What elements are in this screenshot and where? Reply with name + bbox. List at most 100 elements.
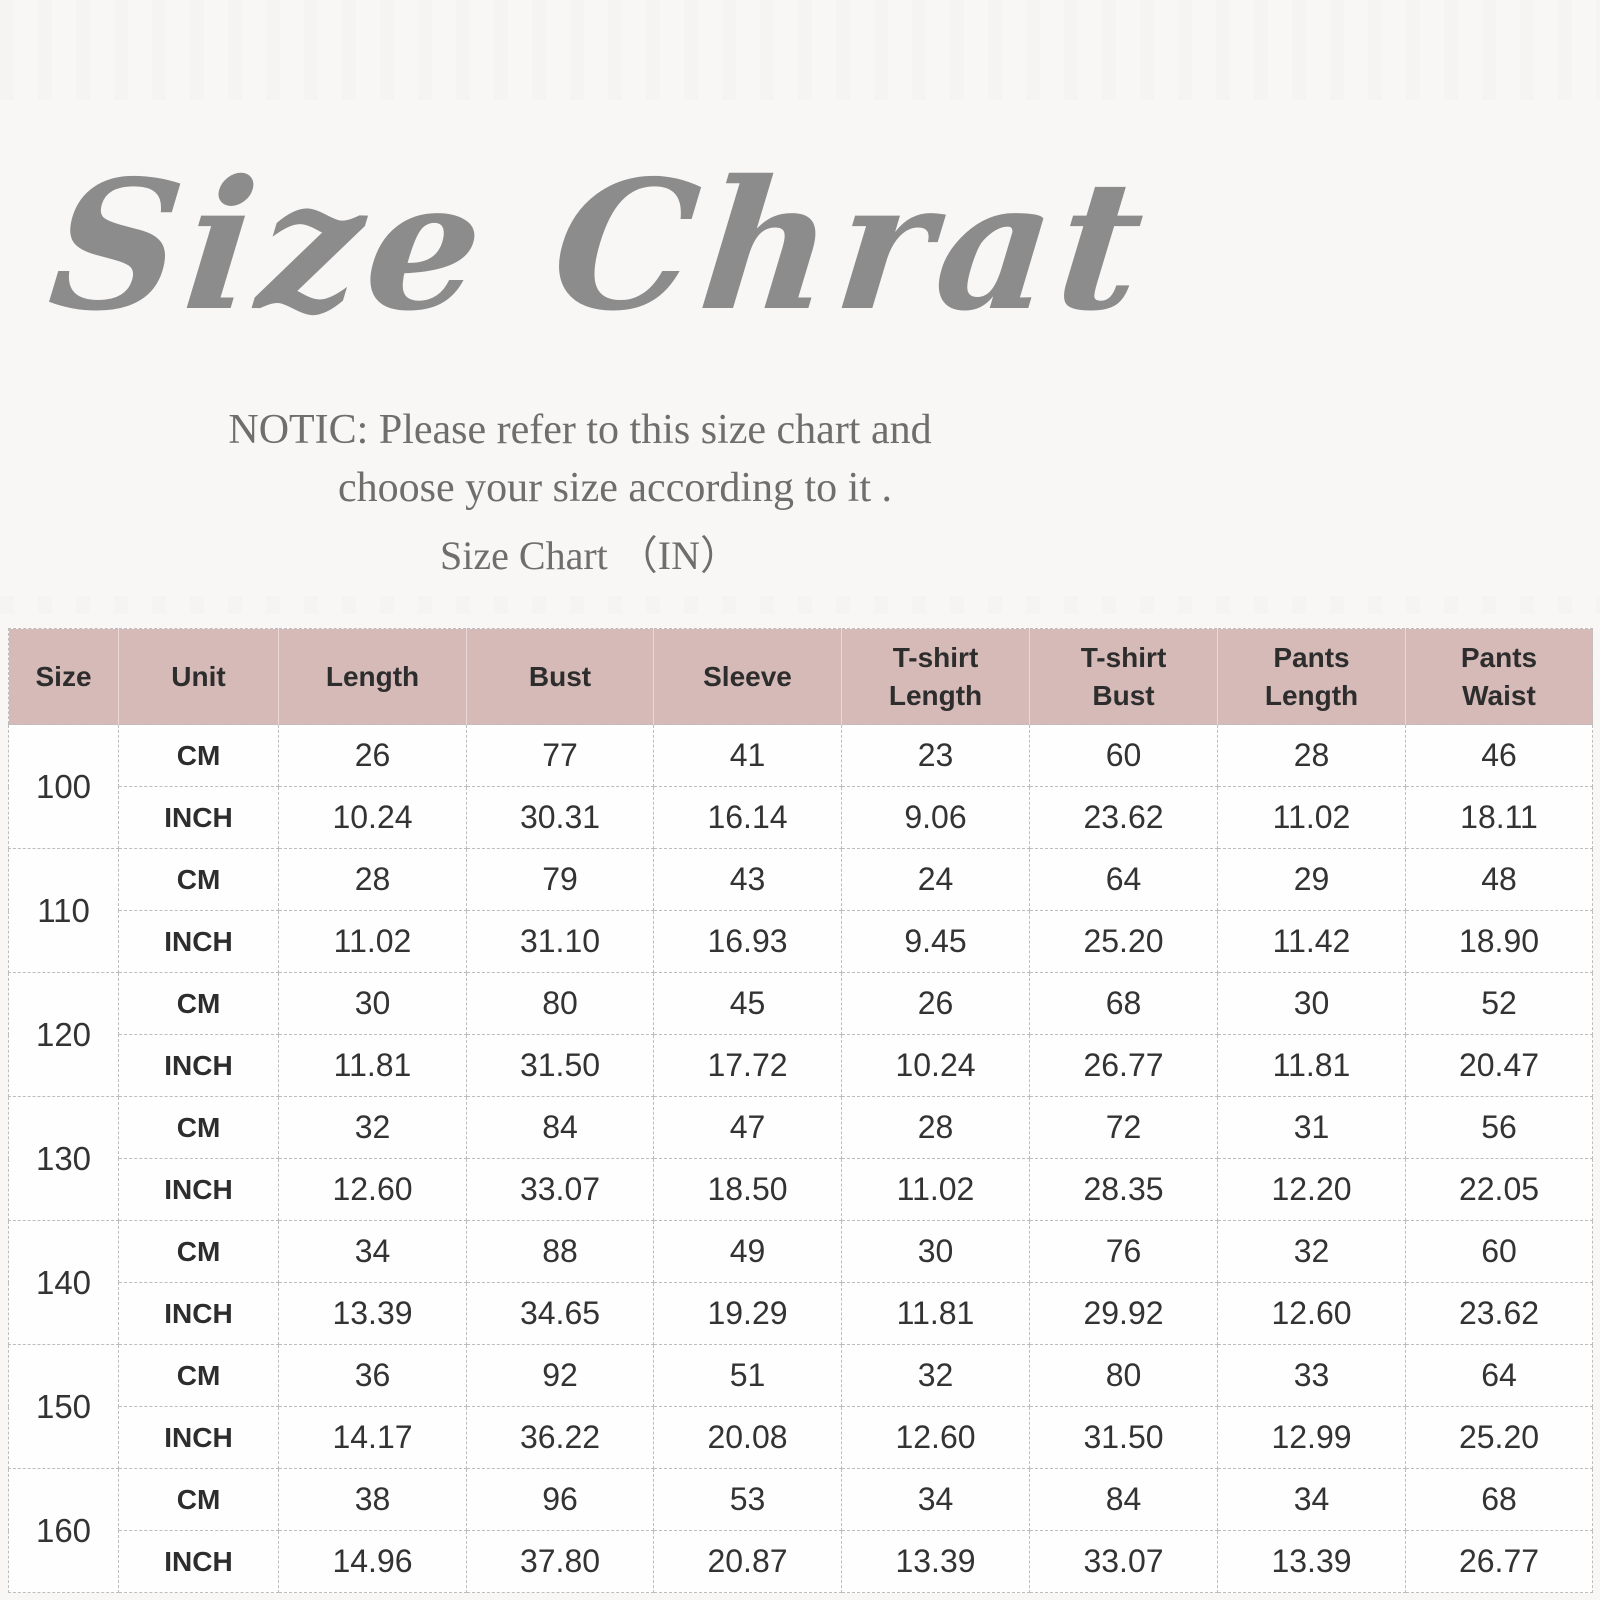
measurement-value: 80 — [466, 972, 654, 1035]
measurement-value: 19.29 — [653, 1282, 842, 1345]
measurement-value: 22.05 — [1405, 1158, 1593, 1221]
measurement-value: 33 — [1217, 1344, 1406, 1407]
notice-block: NOTIC: Please refer to this size chart a… — [60, 402, 1100, 583]
measurement-value: 9.06 — [841, 786, 1030, 849]
measurement-value: 64 — [1029, 848, 1218, 911]
measurement-value: 60 — [1405, 1220, 1593, 1283]
measurement-value: 49 — [653, 1220, 842, 1283]
unit-label: CM — [118, 1220, 279, 1283]
unit-label: CM — [118, 1096, 279, 1159]
table-row-120-inch: INCH 11.81 31.50 17.72 10.24 26.77 11.81 20.47 — [9, 1034, 1593, 1097]
measurement-value: 30.31 — [466, 786, 654, 849]
measurement-value: 46 — [1405, 724, 1593, 787]
measurement-value: 25.20 — [1029, 910, 1218, 973]
unit-label: INCH — [118, 910, 279, 973]
measurement-value: 11.02 — [278, 910, 467, 973]
measurement-value: 34 — [841, 1468, 1030, 1531]
column-header-sleeve: Sleeve — [653, 628, 842, 725]
compression-noise-band — [0, 596, 1600, 614]
measurement-value: 64 — [1405, 1344, 1593, 1407]
measurement-value: 18.11 — [1405, 786, 1593, 849]
measurement-value: 36 — [278, 1344, 467, 1407]
unit-label: INCH — [118, 786, 279, 849]
measurement-value: 10.24 — [278, 786, 467, 849]
measurement-value: 48 — [1405, 848, 1593, 911]
measurement-value: 47 — [653, 1096, 842, 1159]
measurement-value: 68 — [1029, 972, 1218, 1035]
measurement-value: 72 — [1029, 1096, 1218, 1159]
measurement-value: 28 — [1217, 724, 1406, 787]
measurement-value: 18.90 — [1405, 910, 1593, 973]
table-row-130-cm: 130 CM 32 84 47 28 72 31 56 — [8, 1096, 1593, 1221]
measurement-value: 20.87 — [653, 1530, 842, 1593]
measurement-value: 11.42 — [1217, 910, 1406, 973]
size-chart-table: Size Unit Length Bust Sleeve T-shirt Len… — [8, 628, 1593, 1593]
measurement-value: 10.24 — [841, 1034, 1030, 1097]
unit-label: INCH — [118, 1282, 279, 1345]
unit-label: CM — [118, 1344, 279, 1407]
measurement-value: 34.65 — [466, 1282, 654, 1345]
table-row-120-cm: 120 CM 30 80 45 26 68 30 52 — [8, 972, 1593, 1097]
unit-label: INCH — [118, 1530, 279, 1593]
measurement-value: 29.92 — [1029, 1282, 1218, 1345]
column-header-length: Length — [278, 628, 467, 725]
measurement-value: 23.62 — [1029, 786, 1218, 849]
unit-label: CM — [118, 848, 279, 911]
notice-line-2: choose your size according to it . — [338, 464, 892, 511]
measurement-value: 31 — [1217, 1096, 1406, 1159]
measurement-value: 9.45 — [841, 910, 1030, 973]
size-label: 150 — [8, 1344, 119, 1469]
measurement-value: 88 — [466, 1220, 654, 1283]
table-header-row: Size Unit Length Bust Sleeve T-shirt Len… — [8, 628, 1593, 725]
measurement-value: 26.77 — [1029, 1034, 1218, 1097]
notice-line-1: NOTIC: Please refer to this size chart a… — [228, 407, 932, 453]
column-header-unit: Unit — [118, 628, 279, 725]
measurement-value: 92 — [466, 1344, 654, 1407]
measurement-value: 26 — [841, 972, 1030, 1035]
measurement-value: 41 — [653, 724, 842, 787]
table-row-150-cm: 150 CM 36 92 51 32 80 33 64 — [8, 1344, 1593, 1469]
table-row-100-inch: INCH 10.24 30.31 16.14 9.06 23.62 11.02 18.11 — [9, 786, 1593, 849]
measurement-value: 28 — [278, 848, 467, 911]
measurement-value: 29 — [1217, 848, 1406, 911]
measurement-value: 68 — [1405, 1468, 1593, 1531]
measurement-value: 76 — [1029, 1220, 1218, 1283]
size-label: 110 — [8, 848, 119, 973]
measurement-value: 13.39 — [278, 1282, 467, 1345]
measurement-value: 24 — [841, 848, 1030, 911]
measurement-value: 53 — [653, 1468, 842, 1531]
measurement-value: 31.10 — [466, 910, 654, 973]
measurement-value: 14.96 — [278, 1530, 467, 1593]
measurement-value: 30 — [841, 1220, 1030, 1283]
measurement-value: 31.50 — [1029, 1406, 1218, 1469]
measurement-value: 12.60 — [278, 1158, 467, 1221]
measurement-value: 96 — [466, 1468, 654, 1531]
measurement-value: 11.02 — [841, 1158, 1030, 1221]
table-row-140-cm: 140 CM 34 88 49 30 76 32 60 — [8, 1220, 1593, 1345]
page-title: Size Chrat — [41, 141, 1159, 350]
measurement-value: 79 — [466, 848, 654, 911]
measurement-value: 34 — [1217, 1468, 1406, 1531]
measurement-value: 33.07 — [1029, 1530, 1218, 1593]
measurement-value: 23.62 — [1405, 1282, 1593, 1345]
unit-label: INCH — [118, 1158, 279, 1221]
measurement-value: 84 — [466, 1096, 654, 1159]
measurement-value: 26 — [278, 724, 467, 787]
table-row-150-inch: INCH 14.17 36.22 20.08 12.60 31.50 12.99 25.20 — [9, 1406, 1593, 1469]
measurement-value: 13.39 — [1217, 1530, 1406, 1593]
measurement-value: 51 — [653, 1344, 842, 1407]
unit-label: CM — [118, 724, 279, 787]
table-subtitle: Size Chart （IN） — [440, 532, 740, 578]
measurement-value: 11.81 — [841, 1282, 1030, 1345]
column-header-bust: Bust — [466, 628, 654, 725]
unit-label: INCH — [118, 1034, 279, 1097]
table-row-140-inch: INCH 13.39 34.65 19.29 11.81 29.92 12.60 23.62 — [9, 1282, 1593, 1345]
size-label: 140 — [8, 1220, 119, 1345]
table-row-160-cm: 160 CM 38 96 53 34 84 34 68 — [8, 1468, 1593, 1593]
column-header-pants-length: Pants Length — [1217, 628, 1406, 725]
measurement-value: 11.02 — [1217, 786, 1406, 849]
table-row-110-inch: INCH 11.02 31.10 16.93 9.45 25.20 11.42 18.90 — [9, 910, 1593, 973]
measurement-value: 33.07 — [466, 1158, 654, 1221]
measurement-value: 36.22 — [466, 1406, 654, 1469]
measurement-value: 26.77 — [1405, 1530, 1593, 1593]
